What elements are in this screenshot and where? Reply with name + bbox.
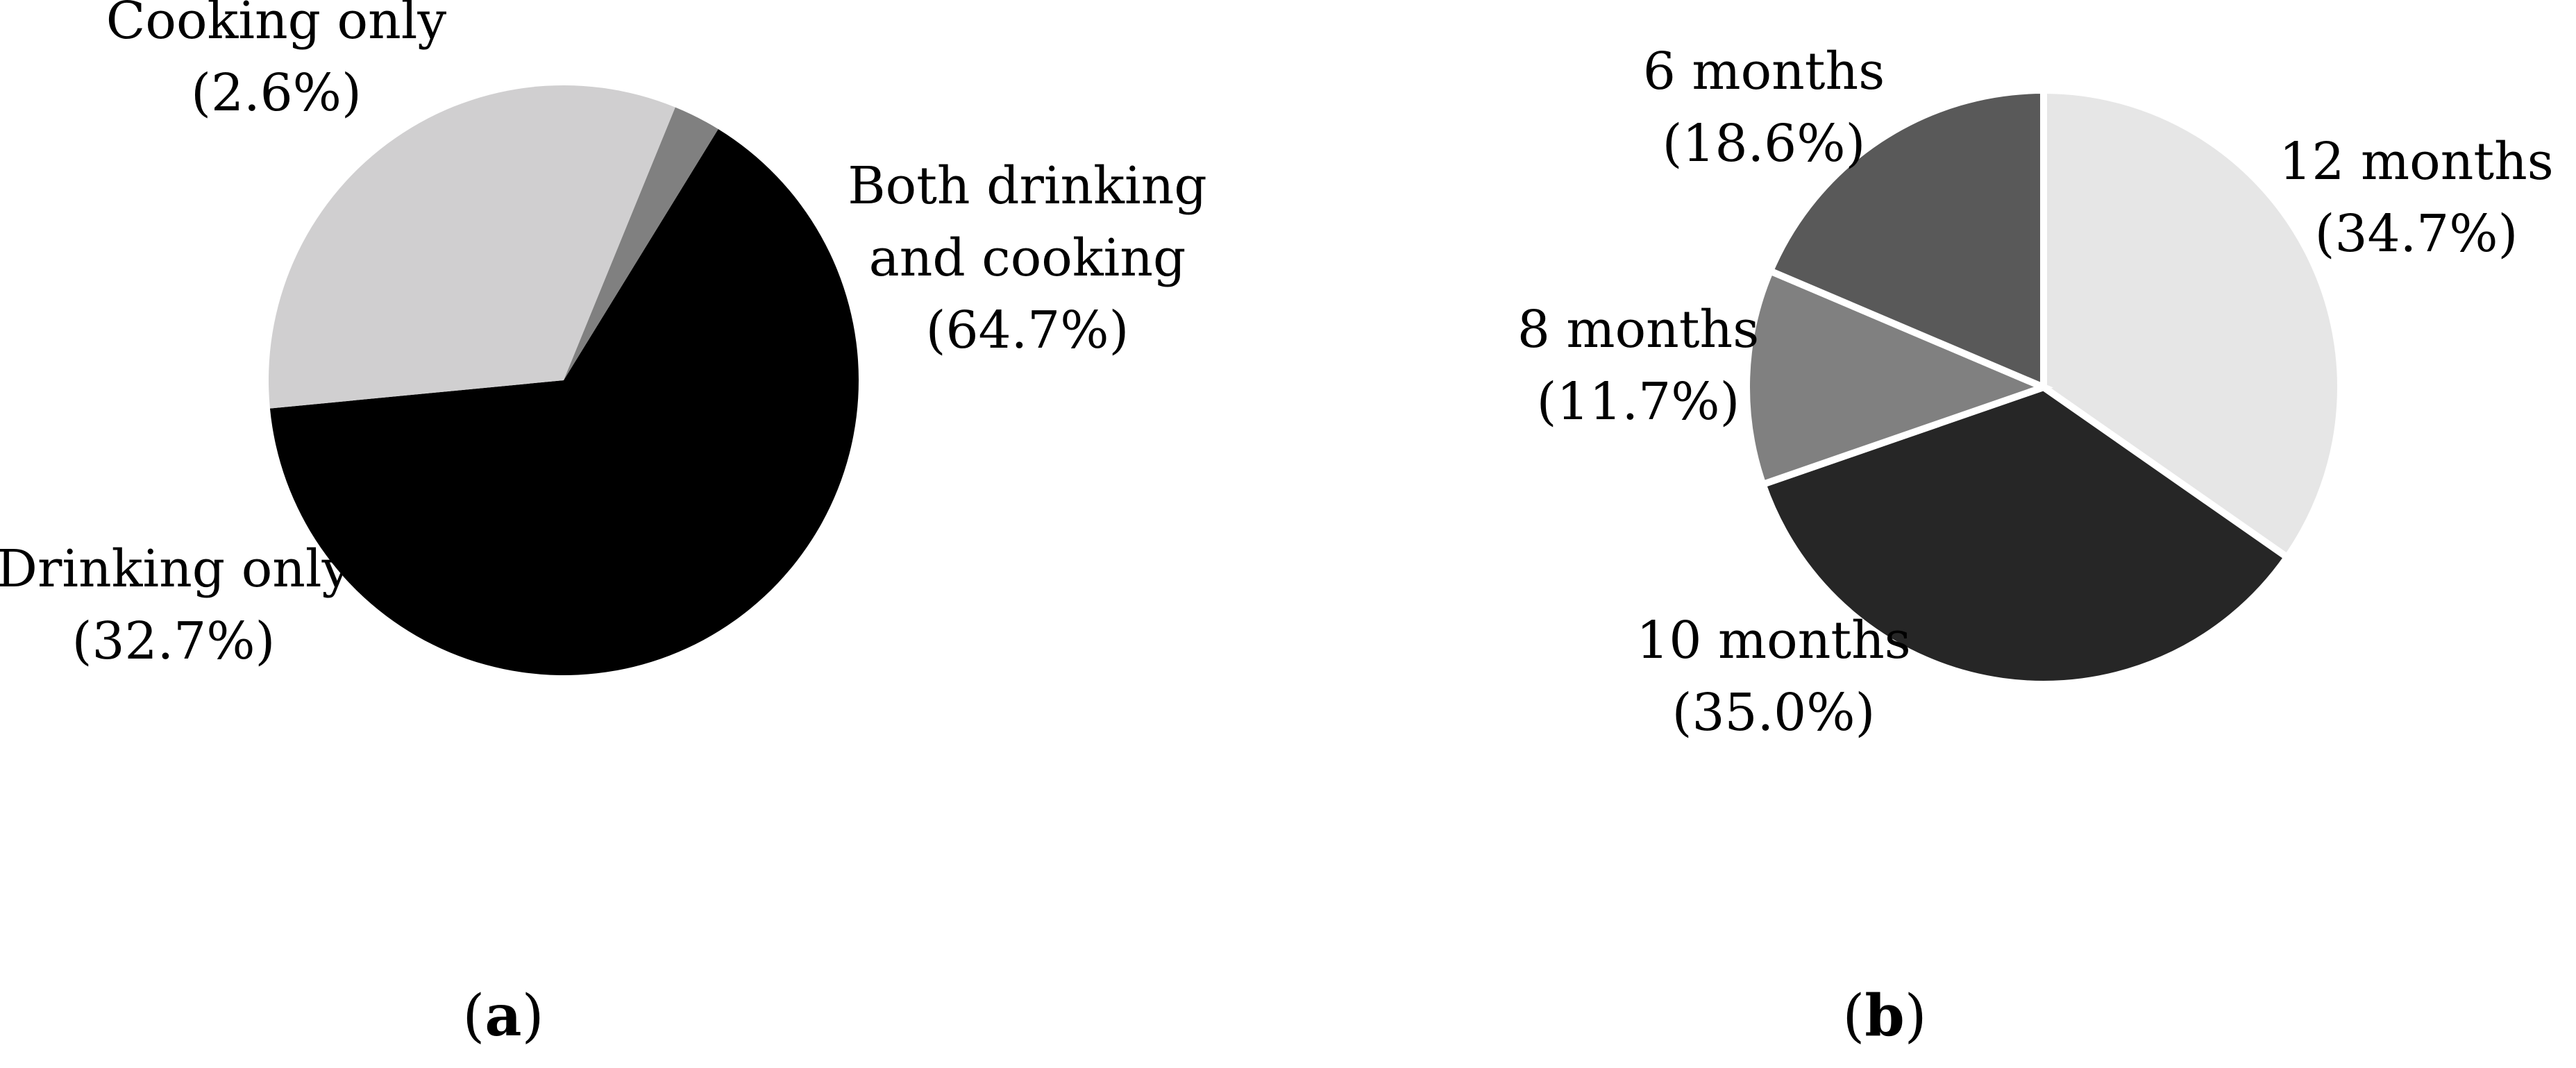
pie-a-label-both-drinking-and-cooking: Both drinking and cooking (64.7%) <box>848 156 1206 360</box>
pie-b-label-line: 8 months <box>1517 300 1759 359</box>
pie-chart-b <box>1743 86 2344 688</box>
pie-b-label-10-months: 10 months (35.0%) <box>1636 611 1910 743</box>
pie-b-label-6-months: 6 months (18.6%) <box>1643 42 1885 173</box>
pie-b-label-line: 6 months <box>1643 42 1885 101</box>
pie-a-label-line: and cooking <box>869 228 1186 288</box>
pie-b-slice-10-months <box>1758 383 2292 688</box>
pie-b-slice-6-months <box>1765 86 2047 393</box>
pie-a-label-line: (64.7%) <box>926 300 1129 360</box>
pie-b-label-line: 10 months <box>1636 611 1910 670</box>
pie-b-label-line: 12 months <box>2279 132 2553 192</box>
pie-b-slice-12-months <box>2040 86 2344 562</box>
pie-b-labels: 12 months (34.7%) 10 months (35.0%) 8 months… <box>1517 42 2554 743</box>
pie-a-label-cooking-only: Cooking only (2.6%) <box>106 0 447 123</box>
pie-a-slice-both-drinking-and-cooking <box>269 129 859 676</box>
pie-a-label-line: Both drinking <box>848 156 1206 216</box>
pie-chart-a <box>268 85 859 676</box>
pie-b-slice-8-months <box>1743 266 2053 489</box>
pie-a-slice-cooking-only <box>564 107 718 380</box>
pie-b-label-line: (35.0%) <box>1672 683 1876 743</box>
pie-a-label-line: (32.7%) <box>72 611 276 671</box>
panel-caption-a: (a) <box>462 983 544 1049</box>
pie-a-labels: Both drinking and cooking (64.7%) Drinking … <box>0 0 1207 671</box>
pie-b-label-line: (34.7%) <box>2315 204 2518 264</box>
pie-a-label-line: Cooking only <box>106 0 447 51</box>
panel-caption-b: (b) <box>1842 983 1926 1049</box>
pie-a-slice-drinking-only <box>268 85 675 409</box>
pie-a-label-line: (2.6%) <box>191 63 362 123</box>
pie-b-label-8-months: 8 months (11.7%) <box>1517 300 1759 432</box>
pie-b-label-line: (18.6%) <box>1662 114 1866 173</box>
pie-a-label-drinking-only: Drinking only (32.7%) <box>0 539 351 671</box>
pie-b-label-12-months: 12 months (34.7%) <box>2279 132 2553 264</box>
pie-a-label-line: Drinking only <box>0 539 351 599</box>
pie-b-label-line: (11.7%) <box>1537 372 1740 432</box>
